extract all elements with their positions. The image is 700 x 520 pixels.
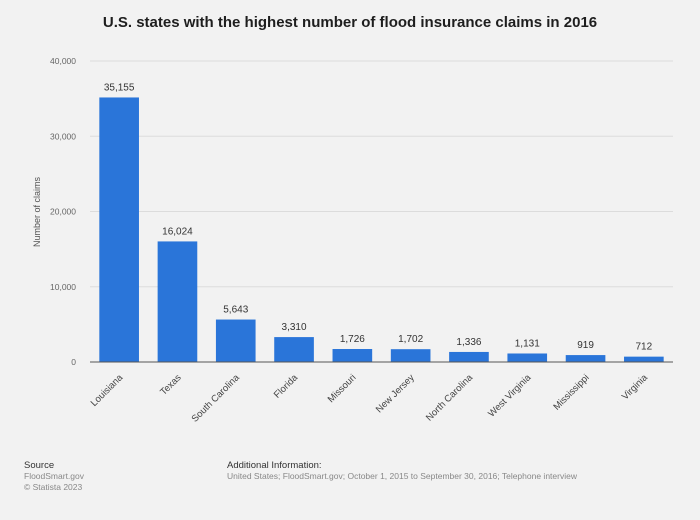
value-labels: 35,155 16,024 5,643 3,310 1,726 1,702 1,336 1,1… (104, 82, 653, 352)
bar-value-label: 5,643 (223, 305, 248, 316)
x-tick-label: Missouri (326, 372, 359, 405)
x-tick-label: Mississippi (551, 372, 591, 412)
additional-info-block: Additional Information: United States; F… (227, 460, 577, 482)
x-tick-label: North Carolina (424, 372, 476, 424)
bar (274, 337, 314, 362)
x-tick-label: Texas (158, 372, 184, 398)
x-tick-label: West Virginia (486, 372, 534, 420)
source-line-1: FloodSmart.gov (24, 471, 84, 481)
x-tick-label: Florida (272, 372, 301, 401)
y-tick-label: 20,000 (50, 207, 76, 217)
bar-value-label: 1,131 (515, 338, 540, 349)
bar (390, 349, 431, 362)
bar (215, 319, 256, 362)
additional-info-text: United States; FloodSmart.gov; October 1… (227, 471, 577, 481)
bar (449, 351, 489, 362)
bar-value-label: 1,726 (340, 334, 365, 345)
additional-info-heading: Additional Information: (227, 460, 322, 471)
bar-value-label: 919 (577, 340, 594, 351)
source-line-2: © Statista 2023 (24, 482, 83, 492)
bar (157, 241, 198, 362)
x-tick-label: South Carolina (190, 372, 243, 425)
x-tick-label: Virginia (620, 372, 651, 403)
bar-value-label: 712 (636, 342, 653, 353)
bar-value-label: 16,024 (162, 226, 193, 237)
x-tick-label: New Jersey (374, 372, 417, 415)
bar-chart: 0 10,000 20,000 30,000 40,000 35,155 16,024 5,… (32, 56, 673, 425)
bar (332, 349, 373, 362)
y-axis-ticks: 0 10,000 20,000 30,000 40,000 (50, 56, 76, 367)
source-heading: Source (24, 460, 55, 471)
bar-value-label: 3,310 (282, 322, 307, 333)
y-tick-label: 0 (71, 357, 76, 367)
bar-value-label: 1,702 (398, 334, 423, 345)
x-axis-ticks: Louisiana Texas South Carolina Florida Misso… (89, 372, 651, 425)
y-tick-label: 40,000 (50, 56, 76, 66)
y-tick-label: 30,000 (50, 131, 76, 141)
bar (624, 356, 664, 362)
source-block: Source FloodSmart.gov © Statista 2023 (24, 460, 84, 493)
bar-value-label: 35,155 (104, 82, 135, 93)
bar-value-label: 1,336 (456, 337, 481, 348)
bars (99, 97, 664, 363)
bar (507, 353, 548, 362)
bar (565, 355, 606, 362)
x-tick-label: Louisiana (89, 372, 126, 409)
y-axis-label: Number of claims (32, 176, 42, 247)
bar (99, 97, 139, 363)
y-tick-label: 10,000 (50, 282, 76, 292)
chart-title: U.S. states with the highest number of f… (102, 14, 598, 31)
